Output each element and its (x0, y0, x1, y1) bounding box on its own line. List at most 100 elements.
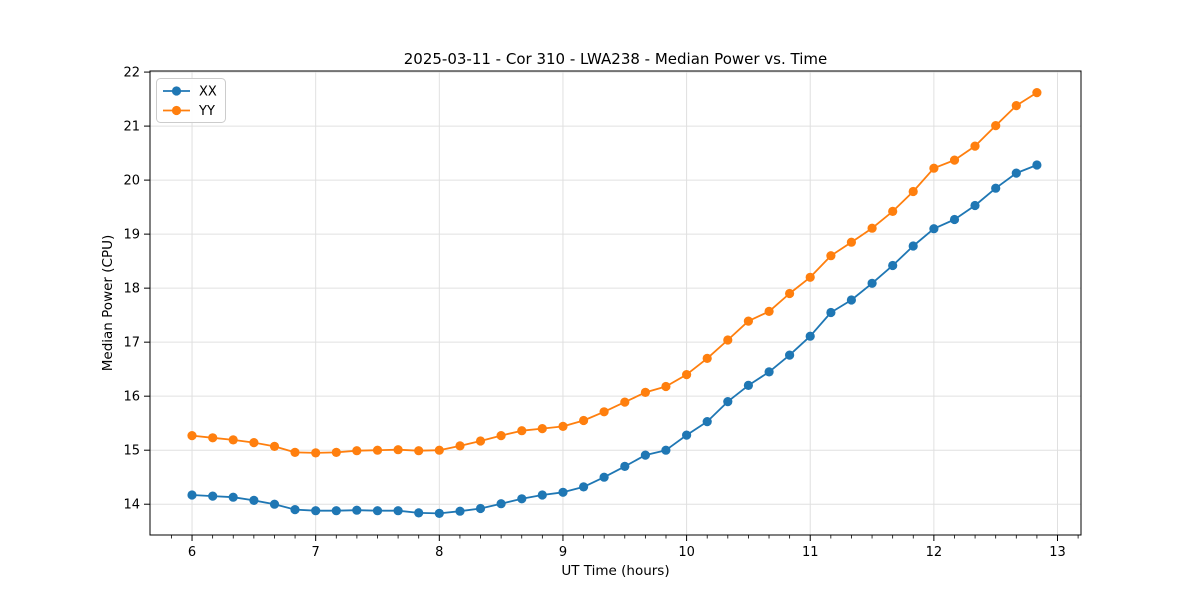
data-point (434, 508, 444, 518)
data-point (537, 490, 547, 500)
data-point (558, 421, 568, 431)
data-point (846, 237, 857, 247)
x-tick-label: 10 (678, 545, 695, 560)
data-point (991, 121, 1001, 131)
data-point (785, 350, 795, 360)
data-point (970, 200, 980, 211)
data-point (455, 506, 465, 516)
legend: XX YY (156, 78, 226, 123)
data-point (826, 307, 836, 318)
data-point (846, 295, 857, 305)
data-point (1032, 88, 1042, 98)
plot-area: 6 7 8 9 10 11 12 13 14 15 16 17 18 19 20 21 22 XX YY (123, 66, 1082, 560)
data-point (208, 433, 218, 443)
data-point (579, 415, 589, 426)
x-tick-label: 11 (802, 545, 819, 560)
data-point (764, 306, 774, 316)
data-point (1011, 101, 1021, 111)
data-point (743, 316, 754, 326)
x-axis-label: UT Time (hours) (561, 563, 669, 579)
data-point (888, 206, 898, 216)
chart-title: 2025-03-11 - Cor 310 - LWA238 - Median P… (404, 50, 828, 68)
series-yy-line (191, 91, 1038, 454)
axes-spines (149, 70, 1082, 536)
data-point (434, 445, 444, 455)
data-point (352, 505, 362, 515)
data-point (311, 506, 321, 516)
data-point (558, 487, 568, 497)
legend-label: XX (199, 85, 217, 100)
data-point (290, 447, 300, 457)
data-point (702, 417, 712, 427)
data-point (372, 506, 383, 516)
y-tick-label: 18 (123, 282, 140, 297)
data-point (1011, 168, 1021, 178)
data-point (682, 430, 692, 440)
legend-marker (171, 86, 182, 96)
data-point (269, 441, 280, 451)
data-point (661, 381, 671, 392)
legend-item-xx: XX (163, 85, 217, 100)
legend-item-yy: YY (163, 104, 215, 119)
data-point (517, 426, 527, 436)
data-point (579, 482, 589, 492)
data-point (599, 472, 609, 482)
data-point (867, 223, 877, 233)
y-tick-label: 15 (123, 444, 140, 459)
legend-label: YY (198, 104, 215, 119)
data-point (640, 387, 651, 397)
data-point (908, 186, 918, 197)
data-point (640, 450, 651, 460)
data-point (805, 272, 815, 282)
y-tick-label: 14 (123, 498, 140, 513)
y-axis-ticks: 14 15 16 17 18 19 20 21 22 (123, 66, 150, 513)
data-point (723, 335, 733, 345)
series-yy (187, 88, 1042, 458)
data-point (517, 494, 527, 504)
y-axis-label: Median Power (CPU) (100, 235, 116, 371)
data-point (785, 288, 795, 299)
data-point (249, 438, 259, 448)
series-yy-markers (187, 88, 1042, 458)
y-tick-label: 21 (123, 120, 140, 135)
data-point (991, 183, 1001, 193)
data-point (208, 491, 218, 501)
y-tick-label: 19 (123, 228, 140, 243)
data-point (949, 155, 960, 165)
data-point (537, 424, 547, 434)
data-point (702, 353, 712, 363)
x-tick-label: 13 (1049, 545, 1066, 560)
data-point (805, 331, 815, 341)
data-point (949, 214, 960, 225)
data-point (228, 435, 238, 445)
data-point (743, 380, 754, 390)
data-point (970, 141, 980, 151)
x-tick-label: 8 (435, 545, 443, 560)
x-tick-label: 12 (926, 545, 943, 560)
data-point (372, 445, 383, 455)
data-point (1032, 160, 1042, 170)
data-point (764, 367, 774, 377)
data-point (393, 506, 403, 516)
x-tick-label: 7 (312, 545, 320, 560)
data-point (331, 506, 341, 516)
series-xx-markers (187, 160, 1042, 518)
legend-marker (171, 105, 182, 116)
data-point (393, 445, 403, 455)
x-tick-label: 6 (188, 545, 196, 560)
data-point (352, 446, 362, 456)
data-point (269, 499, 280, 509)
data-point (496, 431, 506, 441)
data-point (187, 431, 197, 441)
data-point (929, 224, 939, 234)
data-point (929, 163, 939, 173)
data-point (723, 397, 733, 407)
x-tick-label: 9 (559, 545, 567, 560)
data-point (414, 446, 424, 456)
data-point (187, 490, 197, 500)
data-point (290, 505, 300, 515)
data-point (496, 499, 506, 509)
data-point (620, 397, 630, 407)
data-point (908, 241, 918, 251)
